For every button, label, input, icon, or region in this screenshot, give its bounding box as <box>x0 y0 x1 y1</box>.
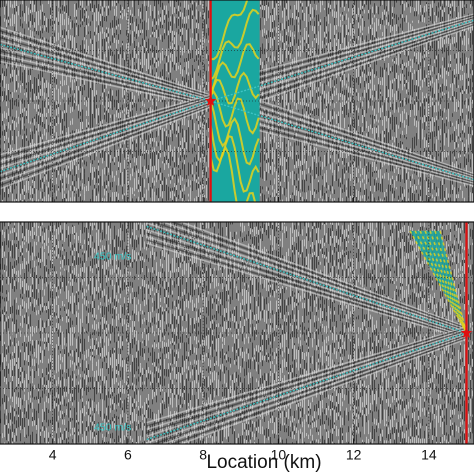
coherent-event-stripe <box>146 239 467 339</box>
coherent-event-stripe <box>0 106 211 190</box>
window-wavelet <box>429 230 468 334</box>
coherent-event-stripe <box>0 99 211 170</box>
window-wavelet <box>209 143 257 202</box>
coherent-event-stripe <box>0 95 211 159</box>
coherent-event-stripe <box>0 100 211 173</box>
coherent-event-stripe <box>169 222 467 329</box>
coherent-event-stripe <box>0 96 211 163</box>
moveout-line <box>210 100 474 181</box>
window-wavelet <box>409 230 468 334</box>
velocity-annotation: 450 m/s <box>94 422 131 434</box>
coherent-event-stripe <box>178 222 467 328</box>
coherent-event-stripe <box>0 105 211 187</box>
x-tick-label: 14 <box>421 447 437 463</box>
window-wavelet <box>209 101 260 166</box>
lower-seismic-panel: 450 m/s 450 m/s <box>0 222 474 444</box>
lower-panel-grid <box>0 222 474 444</box>
lower-panel-source <box>460 222 473 444</box>
coherent-event-stripe <box>146 326 467 424</box>
x-axis: 4 6 8 10 12 14 <box>49 197 437 463</box>
lower-panel-traces <box>0 222 473 444</box>
window-wavelet <box>419 230 468 334</box>
coherent-event-stripe <box>146 329 467 434</box>
window-wavelet <box>209 90 260 135</box>
window-wavelet <box>210 0 249 61</box>
coherent-event-stripe <box>0 97 211 166</box>
coherent-event-stripe <box>0 26 211 96</box>
coherent-event-stripe <box>0 103 211 183</box>
coherent-event-stripe <box>0 36 211 100</box>
coherent-event-stripe <box>0 33 211 99</box>
coherent-event-stripe <box>169 337 467 444</box>
lower-panel-annotations: 450 m/s 450 m/s <box>94 251 131 434</box>
moveout-line <box>146 225 467 334</box>
coherent-event-stripe <box>151 334 467 444</box>
upper-panel-frame <box>0 0 474 203</box>
coherent-event-stripe <box>178 338 467 444</box>
coherent-event-stripe <box>146 242 467 340</box>
upper-seismic-panel <box>0 0 474 202</box>
coherent-event-stripe <box>146 229 467 335</box>
window-fill <box>410 230 467 333</box>
upper-panel-moveout-lines <box>0 19 474 181</box>
moveout-line <box>0 43 211 102</box>
coherent-event-stripe <box>0 57 211 107</box>
window-wavelet <box>209 8 260 82</box>
coherent-event-stripe <box>0 47 211 103</box>
moveout-line <box>146 332 467 441</box>
coherent-event-stripe <box>0 40 211 101</box>
x-tick-label: 12 <box>346 447 362 463</box>
coherent-event-stripe <box>0 101 211 176</box>
coherent-event-stripe <box>146 328 467 431</box>
window-wavelet <box>209 71 260 105</box>
coherent-event-stripe <box>146 235 467 338</box>
coherent-event-stripe <box>0 30 211 97</box>
moveout-line <box>210 19 474 102</box>
coherent-event-stripe <box>0 94 211 156</box>
coherent-event-stripe <box>151 222 467 332</box>
coherent-event-stripe <box>0 102 211 180</box>
window-wavelet <box>209 43 260 95</box>
lower-panel-frame <box>0 221 474 445</box>
x-tick-label: 10 <box>271 447 287 463</box>
coherent-event-stripe <box>0 50 211 105</box>
x-tick-label: 6 <box>124 447 132 463</box>
velocity-annotation: 450 m/s <box>94 251 131 263</box>
lower-panel-analysis-window <box>409 230 468 334</box>
source-star-marker <box>460 327 473 338</box>
coherent-event-stripe <box>146 331 467 437</box>
coherent-event-stripe <box>146 232 467 337</box>
coherent-event-stripe <box>0 60 211 108</box>
coherent-event-stripe <box>0 53 211 106</box>
coherent-event-stripe <box>146 327 467 427</box>
x-tick-label: 4 <box>49 447 57 463</box>
source-star-marker <box>205 95 217 106</box>
upper-panel-source <box>205 0 217 202</box>
window-wavelet <box>414 230 468 334</box>
window-wavelet <box>209 125 260 193</box>
x-axis-title: Location (km) <box>206 452 321 473</box>
lower-panel-moveout-lines <box>146 225 467 441</box>
x-tick-label: 8 <box>199 447 207 463</box>
coherent-event-stripe <box>160 335 467 444</box>
upper-panel-analysis-window <box>209 0 260 202</box>
coherent-event-stripe <box>160 222 467 331</box>
